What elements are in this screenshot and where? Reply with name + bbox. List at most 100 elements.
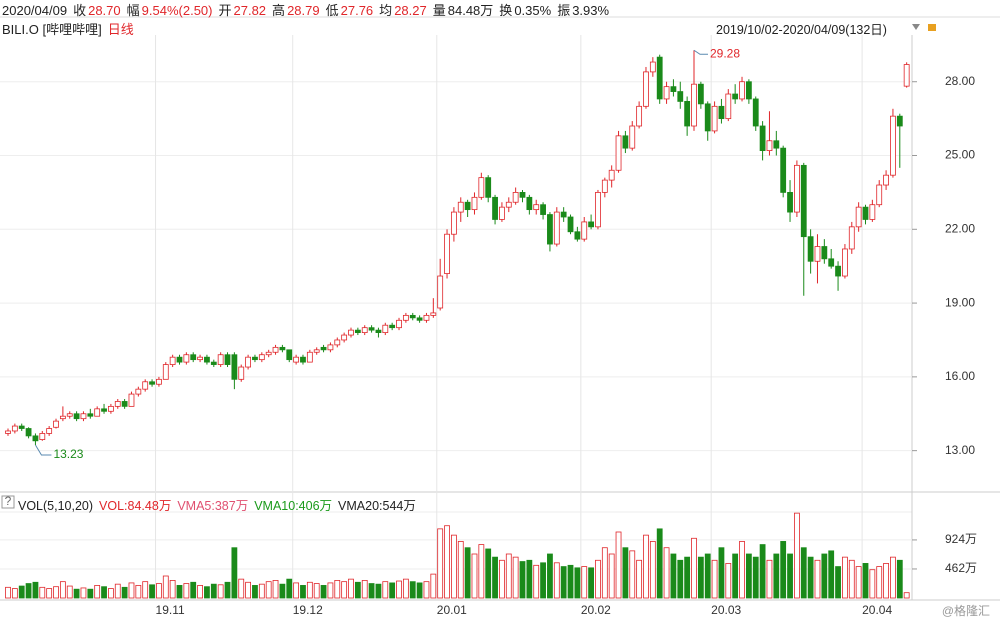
candle-body <box>759 125 766 151</box>
candle-body <box>190 354 197 361</box>
volume-bar <box>176 585 183 599</box>
candle-body <box>121 401 128 407</box>
volume-bar <box>752 556 759 599</box>
candle-body <box>704 103 711 132</box>
candle-body <box>396 319 402 329</box>
candle-body <box>814 246 821 262</box>
candle-body <box>876 184 883 206</box>
volume-bar <box>423 581 430 599</box>
help-icon[interactable] <box>1 495 15 509</box>
volume-bar <box>457 541 464 599</box>
candle-body <box>622 135 629 149</box>
candle-body <box>375 329 382 333</box>
period: 日线 <box>107 22 134 37</box>
volume-bar <box>773 553 780 599</box>
volume-bar <box>478 544 485 599</box>
volume-bar <box>252 585 258 599</box>
candle-body <box>519 192 526 198</box>
volume-bar <box>684 556 691 599</box>
candle-body <box>883 174 889 186</box>
candle-body <box>855 206 862 228</box>
x-tick-label: 19.12 <box>293 603 323 617</box>
candle-body <box>73 413 80 420</box>
candle-body <box>11 425 18 432</box>
candle-body <box>615 135 622 171</box>
volume-bar <box>5 586 11 599</box>
volume-bar <box>142 581 149 599</box>
candle-body <box>670 86 677 92</box>
volume-bar <box>903 592 910 599</box>
candle-body <box>835 265 841 277</box>
candle-body <box>739 81 745 100</box>
volume-bar <box>745 553 752 599</box>
dropdown-icon[interactable] <box>912 24 920 30</box>
candle-body <box>135 388 142 395</box>
quote-label: 高 <box>272 3 286 18</box>
candle-body <box>156 378 162 385</box>
candle-body <box>210 361 217 365</box>
volume-bar <box>279 583 286 599</box>
volume-bar <box>766 559 773 599</box>
volume-bar <box>293 582 300 599</box>
candle-body <box>5 430 11 434</box>
candle-body <box>677 91 684 102</box>
candle-body <box>334 339 341 346</box>
annotation: 29.28 <box>710 46 740 60</box>
volume-bar <box>848 559 855 599</box>
candle-body <box>869 204 876 220</box>
volume-bar <box>368 583 375 599</box>
volume-bar <box>828 550 835 599</box>
candle-body <box>608 169 615 181</box>
volume-bar <box>732 553 739 599</box>
candle-body <box>204 356 210 363</box>
volume-bar <box>135 585 142 599</box>
symbol: BILI.O [哔哩哔哩] <box>2 22 102 37</box>
volume-bar <box>540 562 546 599</box>
quote-value: 28.70 <box>88 3 121 18</box>
volume-bar <box>348 578 354 599</box>
candle-body <box>780 147 787 193</box>
candle-body <box>697 83 704 105</box>
candle-body <box>464 201 471 211</box>
x-tick-label: 20.03 <box>711 603 741 617</box>
candle-body <box>718 105 725 120</box>
volume-bar <box>581 566 588 599</box>
volume-bar <box>533 564 540 599</box>
volume-bar <box>649 541 656 599</box>
volume-bar <box>595 559 601 599</box>
volume-bar <box>108 588 114 599</box>
candle-body <box>643 71 649 107</box>
candle-body <box>499 206 505 220</box>
volume-bar <box>807 556 814 599</box>
quote-value: 84.48万 <box>447 3 494 18</box>
candle-body <box>320 346 327 351</box>
volume-bar <box>622 547 629 599</box>
volume-bar <box>382 581 389 599</box>
candle-body <box>581 221 588 240</box>
candle-body <box>80 413 87 420</box>
candle-body <box>862 206 869 220</box>
quote-label: 低 <box>325 3 339 18</box>
volume-bar <box>87 588 94 599</box>
volume-bar <box>183 583 190 599</box>
help-icon-text: ? <box>5 494 12 508</box>
lock-icon[interactable] <box>928 24 936 31</box>
candle-body <box>663 86 670 100</box>
candle-body <box>745 81 752 100</box>
x-tick-label: 20.02 <box>581 603 611 617</box>
candle-body <box>505 201 512 208</box>
volume-bar <box>149 584 155 599</box>
volume-bar <box>896 559 903 599</box>
volume-bar <box>505 553 512 599</box>
volume-bar <box>416 582 423 599</box>
candle-body <box>773 140 780 149</box>
quote-value: 28.27 <box>394 3 427 18</box>
candle-body <box>526 196 533 211</box>
quote-value: 0.35% <box>514 3 552 18</box>
legend-entry: VOL(5,10,20) <box>18 499 94 513</box>
candle-body <box>485 177 492 198</box>
volume-bar <box>101 586 107 599</box>
x-tick-label: 20.01 <box>437 603 467 617</box>
candle-body <box>725 93 732 120</box>
